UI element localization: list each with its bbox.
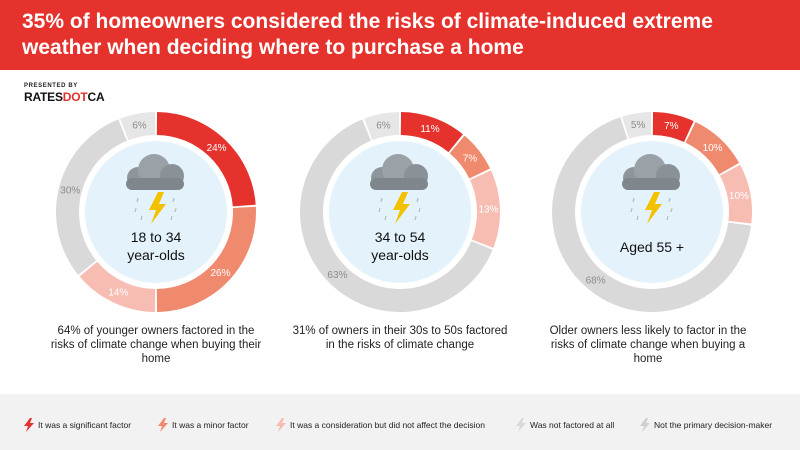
slice-label: 24% (207, 143, 227, 154)
donut-slice (449, 135, 491, 179)
donut-slice (55, 119, 127, 275)
bolt-icon (24, 418, 34, 432)
donut-slice (120, 112, 156, 141)
slice-label: 68% (586, 276, 606, 287)
donut-slice (156, 112, 256, 207)
slice-label: 63% (327, 270, 347, 281)
page-title: 35% of homeowners considered the risks o… (22, 10, 713, 59)
bolt-icon (276, 418, 286, 432)
bolt-icon (158, 418, 168, 432)
center-label: 34 to 54 (375, 229, 426, 245)
donut-slice (622, 112, 652, 139)
legend-label: It was a consideration but did not affec… (290, 420, 485, 430)
storm-cloud-icon (370, 154, 428, 224)
slice-label: 7% (463, 153, 478, 164)
donut-slice (79, 261, 156, 312)
header-banner: 35% of homeowners considered the risks o… (0, 0, 800, 70)
storm-cloud-icon (126, 154, 184, 224)
legend-item: It was a consideration but did not affec… (276, 418, 485, 432)
slice-label: 26% (211, 268, 231, 279)
legend-label: It was a minor factor (172, 420, 249, 430)
donut-slice (156, 206, 257, 312)
legend-item: Not the primary decision-maker (640, 418, 772, 432)
donut-slice (400, 112, 463, 153)
donut-chart-3: 7% 10% 10% 68% 5% Aged 55 + (551, 112, 752, 312)
center-label: Aged 55 + (620, 239, 684, 255)
slice-label: 11% (420, 124, 439, 135)
donut-slice (652, 112, 694, 142)
donut-chart-2: 11% 7% 13% 63% 6% 34 to 54 year-olds (299, 112, 500, 313)
legend-item: It was a minor factor (158, 418, 249, 432)
slice-label: 10% (729, 191, 749, 202)
description-older: Older owners less likely to factor in th… (549, 325, 747, 365)
slice-label: 5% (631, 120, 646, 131)
bolt-icon (640, 418, 650, 432)
donut-chart-1: 24% 26% 14% 30% 6% 18 to 34 year-olds (55, 112, 257, 312)
presented-by-label: PRESENTED BY (24, 83, 78, 89)
bolt-icon (516, 418, 526, 432)
slice-label: 30% (60, 185, 80, 196)
legend-label: Was not factored at all (530, 420, 615, 430)
logo-dot: DOT (62, 90, 88, 104)
slice-label: 13% (478, 205, 498, 216)
ratesdotca-logo: RATESDOTCA (24, 90, 105, 104)
logo-ca: CA (87, 90, 105, 104)
donut-slice (685, 121, 740, 175)
center-label: year-olds (371, 247, 429, 263)
slice-label: 6% (376, 121, 391, 132)
slice-label: 7% (664, 121, 679, 132)
logo-rates: RATES (24, 90, 63, 104)
legend: It was a significant factor It was a mino… (0, 394, 800, 450)
storm-cloud-icon (622, 154, 680, 224)
slice-label: 6% (132, 121, 147, 132)
donut-slice (364, 112, 400, 141)
donut-slice (470, 170, 500, 248)
center-label: 18 to 34 (131, 229, 182, 245)
legend-item: Was not factored at all (516, 418, 614, 432)
legend-label: It was a significant factor (38, 420, 132, 430)
description-middle: 31% of owners in their 30s to 50s factor… (292, 325, 508, 351)
donut-slice (719, 164, 752, 224)
slice-label: 10% (703, 143, 723, 154)
legend-label: Not the primary decision-maker (654, 420, 773, 430)
legend-item: It was a significant factor (24, 418, 131, 432)
description-young: 64% of younger owners factored in the ri… (50, 325, 262, 365)
slice-label: 14% (108, 288, 128, 299)
donut-charts: 24% 26% 14% 30% 6% 18 to 34 year-olds 11% 7% 13% 6… (55, 112, 752, 313)
brand-block: PRESENTED BY RATESDOTCA (24, 83, 105, 104)
center-label: year-olds (127, 247, 185, 263)
